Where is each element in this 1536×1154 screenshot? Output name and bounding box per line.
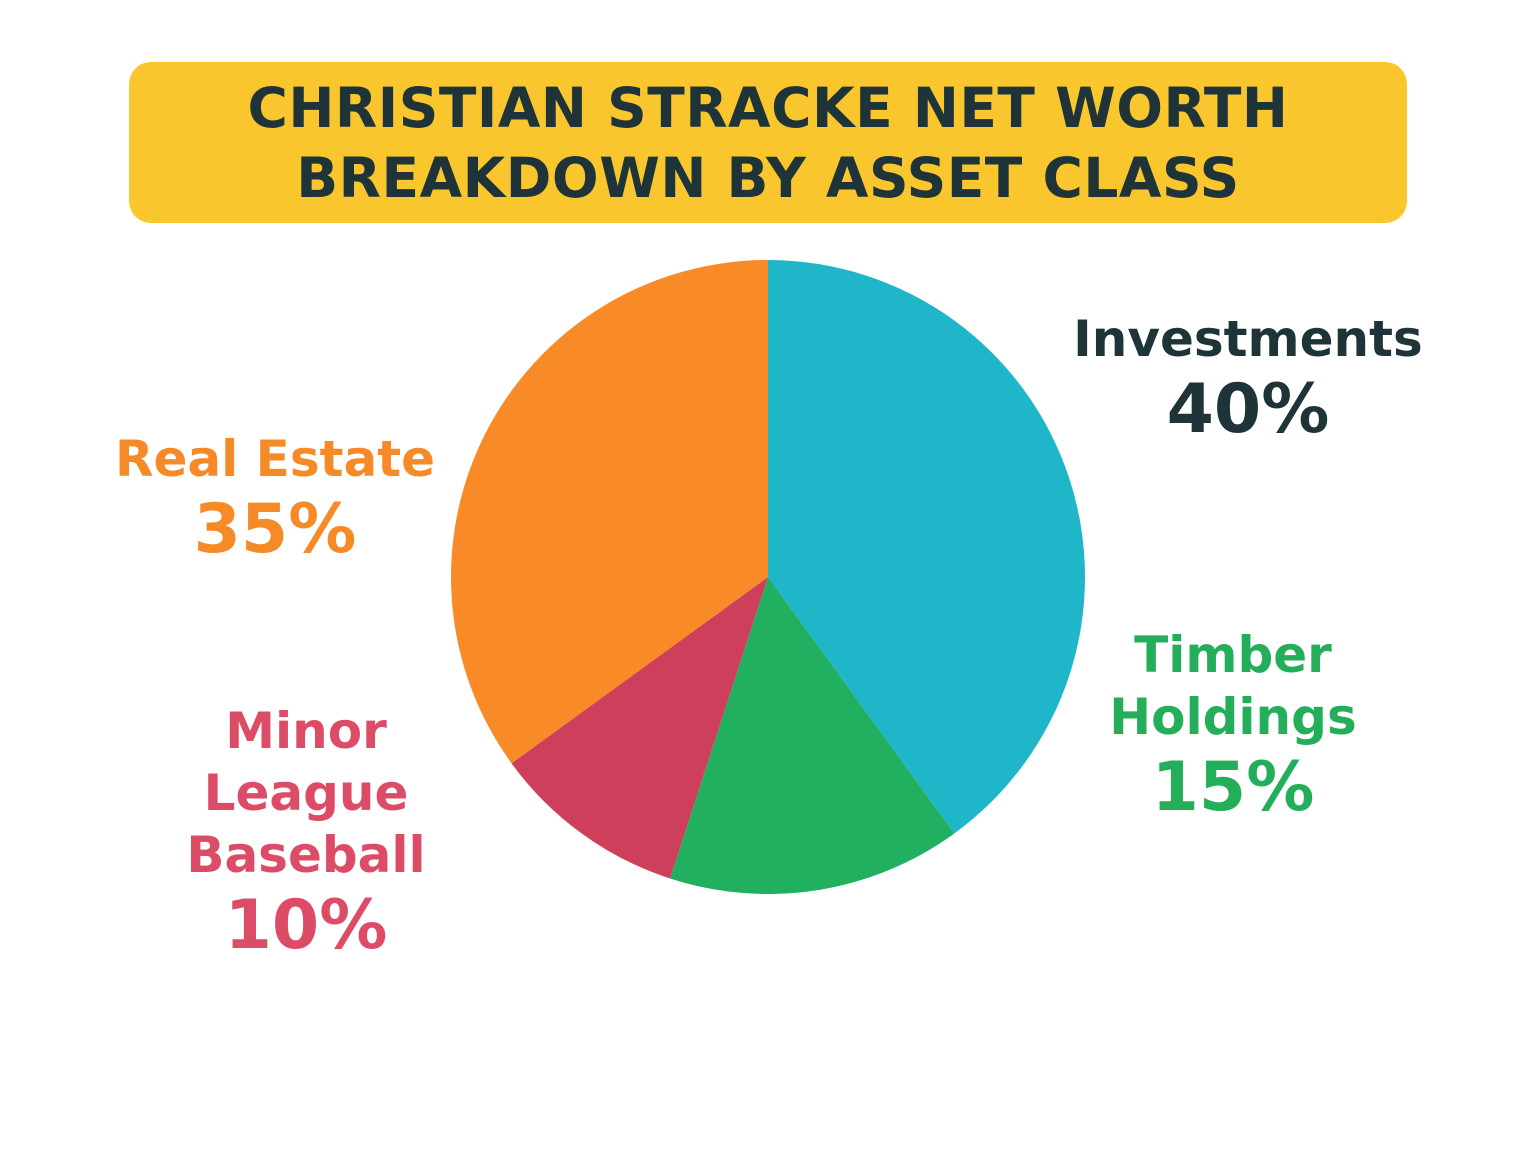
pie-slices xyxy=(450,260,1085,894)
slice-label-timber-holdings: Timber Holdings 15% xyxy=(1109,624,1356,828)
chart-title-line-1: CHRISTIAN STRACKE NET WORTH xyxy=(247,75,1289,140)
pie-slice-real-estate xyxy=(450,260,768,764)
slice-label-investments: Investments 40% xyxy=(1073,308,1423,450)
slice-label-name: Timber Holdings xyxy=(1109,626,1357,746)
slice-label-value: 35% xyxy=(193,490,357,569)
slice-label-name: Minor League Baseball xyxy=(186,702,426,884)
slice-label-value: 10% xyxy=(224,886,388,965)
slice-label-minor-league-baseball: Minor League Baseball 10% xyxy=(186,700,425,966)
slice-label-name: Real Estate xyxy=(114,430,436,488)
pie-slice-timber-holdings xyxy=(670,577,955,894)
chart-title: CHRISTIAN STRACKE NET WORTH BREAKDOWN BY… xyxy=(248,73,1289,213)
pie-slice-investments xyxy=(768,260,1085,834)
slice-label-value: 15% xyxy=(1151,748,1315,827)
chart-title-line-2: BREAKDOWN BY ASSET CLASS xyxy=(296,145,1240,210)
slice-label-real-estate: Real Estate 35% xyxy=(115,428,435,570)
slice-label-name: Investments xyxy=(1073,310,1423,368)
pie-slice-minor-league-baseball xyxy=(511,577,768,879)
slice-label-value: 40% xyxy=(1166,370,1330,449)
title-banner: CHRISTIAN STRACKE NET WORTH BREAKDOWN BY… xyxy=(129,62,1407,223)
